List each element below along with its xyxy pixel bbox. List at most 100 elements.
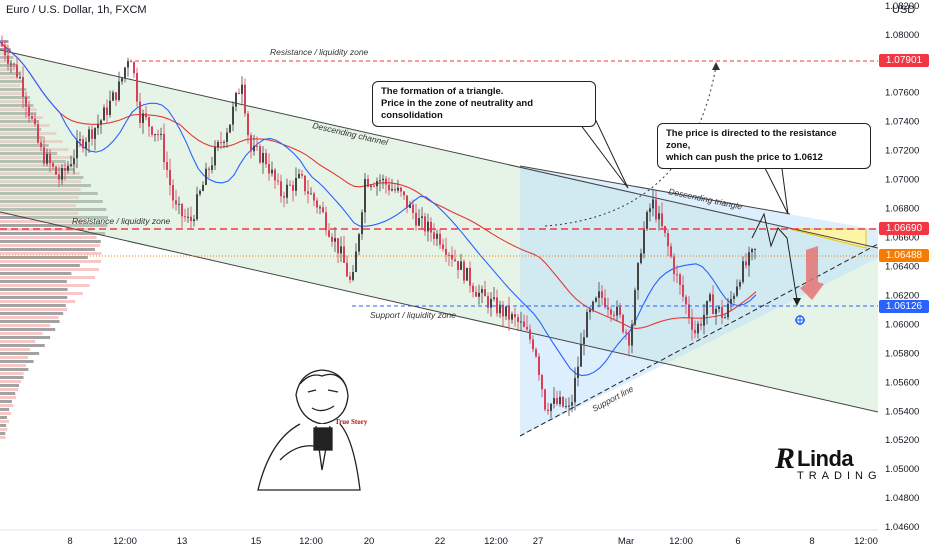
forecast-arrowhead xyxy=(793,298,801,306)
volume-profile-bar xyxy=(0,420,10,423)
candle-body xyxy=(433,232,435,239)
volume-profile-bar xyxy=(0,340,36,343)
volume-profile-bar xyxy=(0,192,98,195)
callout-triangle-line2: Price in the zone of neutrality and cons… xyxy=(381,98,534,121)
volume-profile-bar xyxy=(0,272,72,275)
time-tick-label: 12:00 xyxy=(484,536,508,547)
candle-body xyxy=(532,339,534,350)
volume-profile-bar xyxy=(0,184,92,187)
candle-body xyxy=(319,207,321,209)
candle-body xyxy=(496,297,498,314)
price-tick-label: 1.06800 xyxy=(885,204,919,215)
candle-body xyxy=(196,194,198,220)
annotation-support-zone: Support / liquidity zone xyxy=(370,310,456,320)
candle-body xyxy=(256,145,258,147)
time-tick-label: 27 xyxy=(533,536,544,547)
channel-bottom-line xyxy=(0,211,879,413)
price-axis[interactable] xyxy=(878,0,932,530)
candle-body xyxy=(538,356,540,376)
volume-profile-bar xyxy=(0,324,51,327)
volume-profile-bar xyxy=(0,372,24,375)
volume-profile-bar xyxy=(0,424,7,427)
candle-body xyxy=(40,142,42,148)
candle-body xyxy=(49,154,51,164)
candle-body xyxy=(121,78,123,82)
candle-body xyxy=(409,204,411,208)
symbol-title: Euro / U.S. Dollar, 1h, FXCM xyxy=(6,4,147,16)
volume-profile-bar xyxy=(0,200,103,203)
candle-body xyxy=(682,284,684,297)
candle-body xyxy=(202,184,204,191)
candle-body xyxy=(517,317,519,322)
callout-resistance: The price is directed to the resistance … xyxy=(657,123,871,169)
candle-body xyxy=(283,196,285,198)
candle-body xyxy=(589,309,591,313)
candle-body xyxy=(55,166,57,175)
volume-profile-bar xyxy=(0,320,60,323)
candle-body xyxy=(580,343,582,367)
candle-body xyxy=(157,134,159,136)
candle-body xyxy=(310,193,312,195)
candle-body xyxy=(442,244,444,249)
volume-profile-bar xyxy=(0,300,76,303)
candle-body xyxy=(112,92,114,101)
candle-body xyxy=(178,203,180,205)
candle-body xyxy=(340,246,342,254)
candle-body xyxy=(460,261,462,270)
candle-body xyxy=(523,321,525,327)
volume-profile-bar xyxy=(0,280,67,283)
candle-body xyxy=(292,184,294,191)
candle-body xyxy=(241,84,243,94)
candle-body xyxy=(733,295,735,299)
volume-profile-bar xyxy=(0,188,81,191)
candle-body xyxy=(430,221,432,233)
candle-body xyxy=(247,113,249,136)
volume-profile-bar xyxy=(0,376,24,379)
candle-body xyxy=(730,298,732,304)
candle-body xyxy=(115,92,117,100)
callout-triangle: The formation of a triangle. Price in th… xyxy=(372,81,596,127)
volume-profile-bar xyxy=(0,116,44,119)
candle-body xyxy=(28,106,30,117)
price-tick-label: 1.05200 xyxy=(885,435,919,446)
candle-body xyxy=(334,238,336,242)
candle-body xyxy=(172,185,174,201)
candle-body xyxy=(130,61,132,63)
volume-profile-bar xyxy=(0,304,66,307)
volume-profile-bar xyxy=(0,308,67,311)
candle-body xyxy=(31,116,33,119)
time-tick-label: 8 xyxy=(67,536,72,547)
volume-profile-bar xyxy=(0,132,57,135)
price-tick-label: 1.05800 xyxy=(885,348,919,359)
candle-body xyxy=(640,253,642,264)
candle-body xyxy=(544,389,546,410)
candle-body xyxy=(262,152,264,163)
logo-subtitle: TRADING xyxy=(797,470,882,482)
candle-body xyxy=(673,256,675,275)
candle-body xyxy=(103,107,105,121)
price-tick-label: 1.07600 xyxy=(885,88,919,99)
volume-profile-bar xyxy=(0,152,58,155)
volume-profile-bar xyxy=(0,128,42,131)
candle-body xyxy=(703,314,705,326)
price-label-support: 1.06126 xyxy=(879,300,929,313)
candle-body xyxy=(229,124,231,133)
candle-body xyxy=(550,403,552,412)
price-tick-label: 1.05000 xyxy=(885,464,919,475)
volume-profile-bar xyxy=(0,168,75,171)
volume-profile-bar xyxy=(0,436,6,439)
candle-body xyxy=(634,290,636,325)
candle-body xyxy=(403,191,405,196)
volume-profile-bar xyxy=(0,196,80,199)
candle-body xyxy=(679,274,681,285)
volume-profile-bar xyxy=(0,148,69,151)
volume-profile-bar xyxy=(0,384,20,387)
candle-body xyxy=(331,236,333,242)
candle-body xyxy=(637,263,639,291)
volume-profile-bar xyxy=(0,180,82,183)
candle-body xyxy=(418,218,420,226)
candle-body xyxy=(346,262,348,277)
time-tick-label: 15 xyxy=(251,536,262,547)
candle-body xyxy=(619,306,621,315)
